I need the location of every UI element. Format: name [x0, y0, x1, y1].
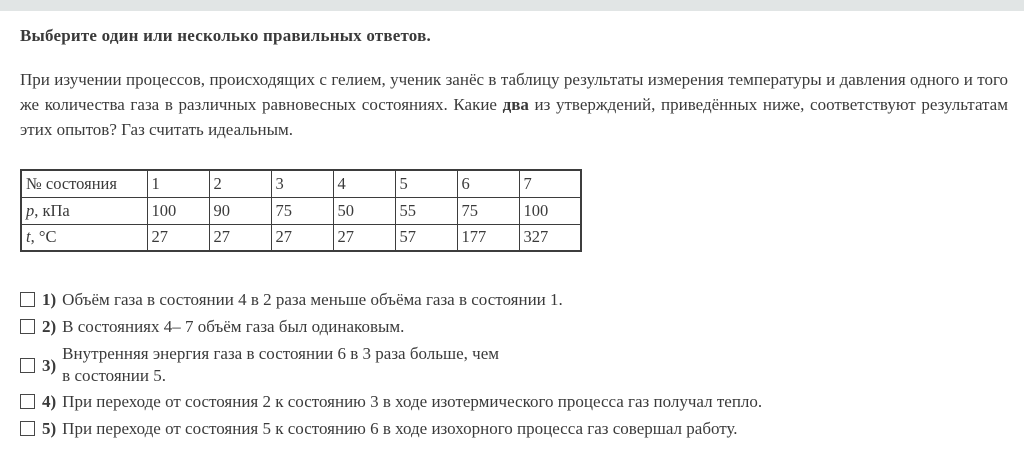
table-row-temperature: t, °C 27 27 27 27 57 177 327 — [20, 223, 582, 252]
table-cell: 327 — [518, 223, 582, 252]
table-row-header: p, кПа — [20, 196, 148, 225]
option-1-number: 1) — [42, 290, 57, 309]
table-cell: 75 — [456, 196, 520, 225]
question-text-part1: При изучении процессов, происходящих с г… — [20, 70, 1008, 114]
option-1-checkbox[interactable] — [20, 292, 35, 307]
page-title: Выберите один или несколько правильных о… — [20, 26, 431, 45]
option-1-text: Объём газа в состоянии 4 в 2 раза меньше… — [62, 290, 563, 309]
table-cell: 75 — [270, 196, 334, 225]
measurements-table: № состояния 1 2 3 4 5 6 7 p, кПа 100 90 … — [20, 169, 582, 252]
table-cell: 7 — [518, 169, 582, 198]
table-cell: 55 — [394, 196, 458, 225]
table-cell: 4 — [332, 169, 396, 198]
option-2-number: 2) — [42, 317, 57, 336]
table-row-header: № состояния — [20, 169, 148, 198]
table-cell: 177 — [456, 223, 520, 252]
table-row-state-numbers: № состояния 1 2 3 4 5 6 7 — [20, 169, 582, 198]
table-cell: 27 — [208, 223, 272, 252]
answer-option-4: 4) При переходе от состояния 2 к состоян… — [20, 391, 1008, 412]
table-cell: 5 — [394, 169, 458, 198]
answer-options: 1) Объём газа в состоянии 4 в 2 раза мен… — [20, 289, 1008, 439]
option-4-number: 4) — [42, 392, 57, 411]
answer-option-3: 3) Внутренняя энергия газа в состоянии 6… — [20, 343, 1008, 387]
table-cell: 3 — [270, 169, 334, 198]
option-3-text-line1: Внутренняя энергия газа в состоянии 6 в … — [62, 344, 500, 363]
table-cell: 27 — [332, 223, 396, 252]
table-cell: 90 — [208, 196, 272, 225]
option-4-text: При переходе от состояния 2 к состоянию … — [62, 392, 763, 411]
table-row-pressure: p, кПа 100 90 75 50 55 75 100 — [20, 196, 582, 225]
option-2-text: В состояниях 4– 7 объём газа был одинако… — [62, 317, 405, 336]
option-3-text-line2: в состоянии 5. — [62, 366, 166, 385]
option-5-number: 5) — [42, 419, 57, 438]
option-2-checkbox[interactable] — [20, 319, 35, 334]
table-cell: 1 — [146, 169, 210, 198]
question-text: При изучении процессов, происходящих с г… — [20, 67, 1008, 142]
table-cell: 50 — [332, 196, 396, 225]
table-cell: 27 — [270, 223, 334, 252]
option-3-checkbox[interactable] — [20, 357, 35, 373]
table-cell: 57 — [394, 223, 458, 252]
option-5-checkbox[interactable] — [20, 421, 35, 436]
answer-option-5: 5) При переходе от состояния 5 к состоян… — [20, 418, 1008, 439]
answer-option-2: 2) В состояниях 4– 7 объём газа был один… — [20, 316, 1008, 337]
top-bar — [0, 0, 1024, 11]
question-text-part2: из утверждений, приведённых ниже, соотве… — [20, 95, 1008, 139]
option-5-text: При переходе от состояния 5 к состоянию … — [62, 419, 738, 438]
pressure-symbol: p — [26, 200, 35, 220]
pressure-unit: , кПа — [34, 200, 70, 220]
table-cell: 6 — [456, 169, 520, 198]
temperature-unit: , °C — [30, 227, 57, 247]
option-4-checkbox[interactable] — [20, 394, 35, 409]
table-cell: 27 — [146, 223, 210, 252]
question-bold-word: два — [502, 95, 529, 114]
table-cell: 2 — [208, 169, 272, 198]
table-row-header: t, °C — [20, 223, 148, 252]
table-cell: 100 — [146, 196, 210, 225]
option-3-text: Внутренняя энергия газа в состоянии 6 в … — [62, 343, 499, 387]
temperature-symbol: t — [26, 227, 31, 247]
option-3-number: 3) — [42, 355, 57, 375]
answer-option-1: 1) Объём газа в состоянии 4 в 2 раза мен… — [20, 289, 1008, 310]
table-cell: 100 — [518, 196, 582, 225]
question-page: Выберите один или несколько правильных о… — [0, 11, 1024, 439]
